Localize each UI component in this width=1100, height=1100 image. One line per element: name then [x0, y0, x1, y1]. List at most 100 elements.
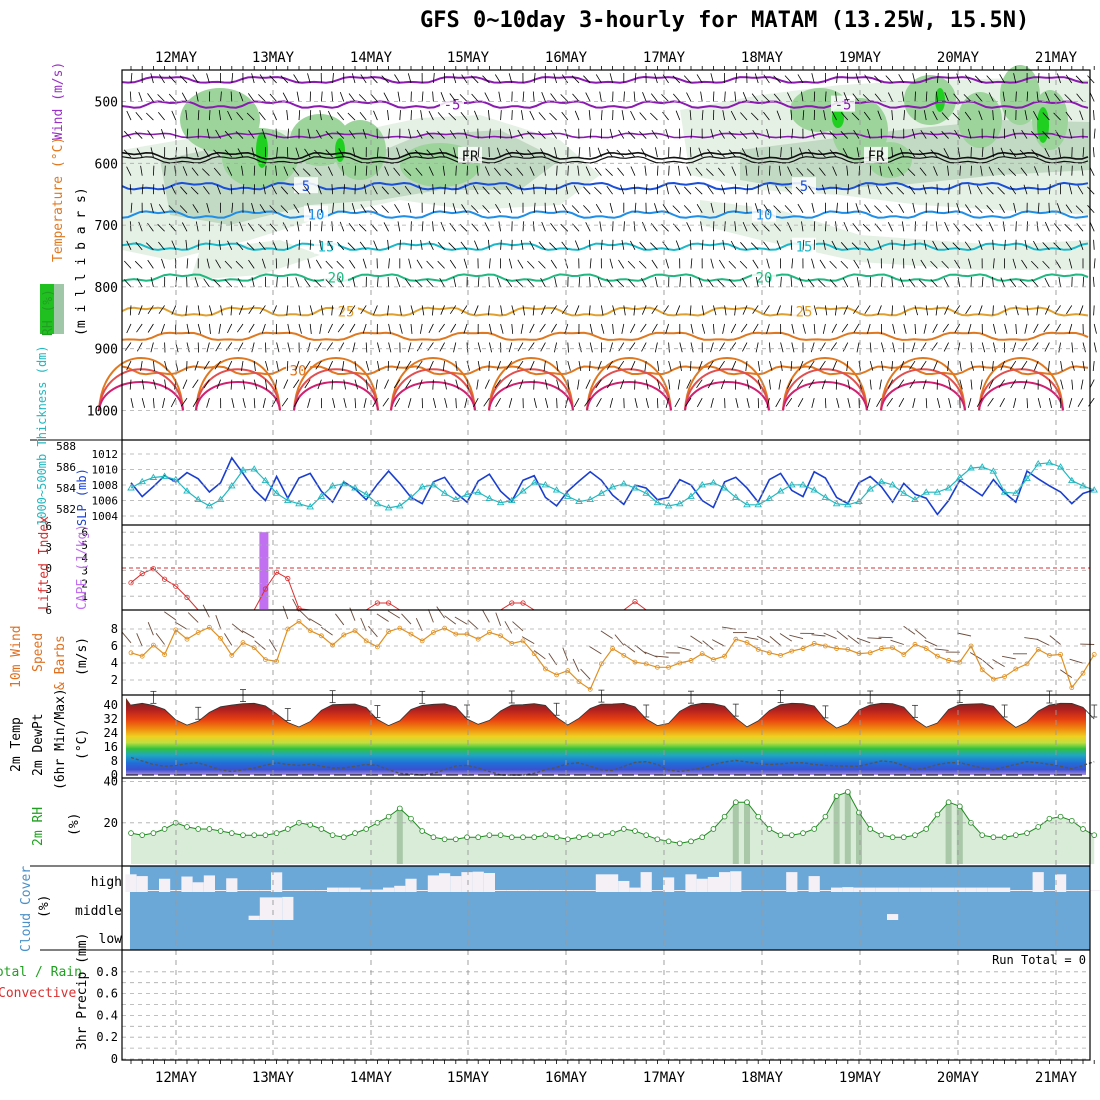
wind-barb — [168, 75, 177, 84]
wind-barb — [807, 278, 815, 288]
wind10-point — [296, 618, 302, 624]
wind-barb — [937, 72, 939, 83]
wind-barb — [182, 166, 188, 176]
thickness-point — [485, 494, 494, 501]
wind-barb — [752, 323, 759, 333]
wind10-barb — [504, 621, 513, 634]
cloud-clear-cell — [887, 914, 899, 920]
thickness-point — [900, 489, 908, 496]
wind-barb — [418, 379, 423, 390]
precip-tick-0.8: 0.8 — [96, 965, 118, 979]
wind-barb — [397, 221, 401, 232]
wind-barb — [506, 379, 513, 389]
wind-barb — [1064, 223, 1073, 232]
wind-barb — [197, 305, 201, 316]
wind-barb — [1044, 342, 1050, 352]
contour-label-bg — [458, 146, 482, 163]
wind-barb — [573, 397, 580, 408]
wind-barb — [396, 360, 401, 371]
rh2m-point — [1012, 832, 1019, 838]
wind-barb — [192, 204, 199, 213]
wind-barb — [947, 202, 949, 213]
wind-barb — [573, 185, 580, 195]
wind-barb — [354, 398, 357, 409]
temp-contour-20 — [121, 273, 1089, 282]
rh2m-point — [452, 836, 459, 843]
rh2m-tick-40: 40 — [104, 775, 118, 789]
wind-barb — [674, 185, 681, 195]
wind-barb — [295, 277, 300, 288]
wind-barb — [773, 205, 781, 214]
wind-barb — [690, 323, 694, 334]
thickness-point — [575, 497, 583, 505]
wind10-barb — [282, 605, 289, 620]
wind-barb — [209, 323, 211, 334]
wind-barb — [886, 397, 893, 407]
wind10-point — [509, 641, 515, 646]
wind-barb — [609, 342, 613, 353]
wind-barb — [739, 131, 748, 139]
wind-barb — [778, 379, 781, 390]
wind-barb — [1087, 186, 1095, 195]
wind-barb — [539, 323, 546, 333]
wind-barb — [439, 278, 445, 288]
wind-barb — [258, 94, 266, 102]
wind-barb — [1060, 360, 1063, 371]
wind-barb — [182, 379, 188, 389]
rh2m-unit: (%) — [67, 813, 82, 836]
wind-barb — [404, 148, 412, 158]
wind-barb — [696, 397, 703, 408]
rh2m-point — [564, 836, 571, 843]
wind-barb — [993, 258, 995, 269]
wind-barb — [197, 239, 200, 250]
wind-barb — [877, 305, 882, 315]
wind-barb — [482, 205, 490, 214]
wind-barb — [370, 93, 378, 102]
wind10-barb — [215, 615, 222, 629]
wind-barb — [307, 342, 311, 353]
wind-barb — [853, 323, 860, 333]
wind-barb — [790, 110, 793, 121]
wind-barb — [261, 258, 266, 269]
wind-barb — [162, 398, 165, 408]
wind-barb — [567, 379, 570, 390]
wind-barb — [348, 93, 356, 102]
wind-barb — [787, 92, 793, 102]
rh2m-point — [531, 834, 537, 841]
wind-barb — [851, 112, 860, 121]
wind-barb — [247, 93, 255, 102]
wind-barb — [363, 184, 367, 195]
wind-barb — [911, 342, 916, 353]
wind-barb — [556, 361, 559, 372]
wind-barb — [858, 360, 861, 371]
wind-barb — [1071, 379, 1074, 390]
wind-barb — [495, 203, 501, 213]
thickness-point — [250, 465, 258, 472]
wind-barb — [375, 165, 378, 176]
wind-barb — [321, 91, 323, 102]
precip-title-3: 3hr Precip (mm) — [75, 933, 90, 1050]
wind10-point — [520, 638, 526, 644]
rh2m-point — [352, 830, 358, 836]
wind-barb — [459, 94, 468, 102]
wind-barb — [967, 128, 972, 139]
wind-barb — [574, 110, 580, 121]
thickness-point — [261, 476, 270, 484]
lifted-index-point — [285, 575, 291, 582]
wind-barb — [696, 203, 703, 213]
wind-barb — [360, 74, 367, 84]
wind-barb — [307, 258, 311, 269]
wind-barb — [129, 379, 132, 390]
surface-heat-contour — [390, 357, 476, 411]
wind-barb — [612, 221, 614, 232]
wind-barb — [352, 277, 356, 287]
wind-barb — [746, 398, 750, 408]
wind-barb — [689, 361, 692, 372]
wind-barb — [399, 239, 401, 250]
wind-barb — [787, 222, 793, 232]
wind-barb — [630, 323, 636, 334]
slp-line — [130, 456, 1095, 516]
wind-barb — [541, 221, 546, 232]
date-label-bottom-13MAY: 13MAY — [252, 1070, 295, 1086]
rh2m-point — [900, 834, 907, 841]
